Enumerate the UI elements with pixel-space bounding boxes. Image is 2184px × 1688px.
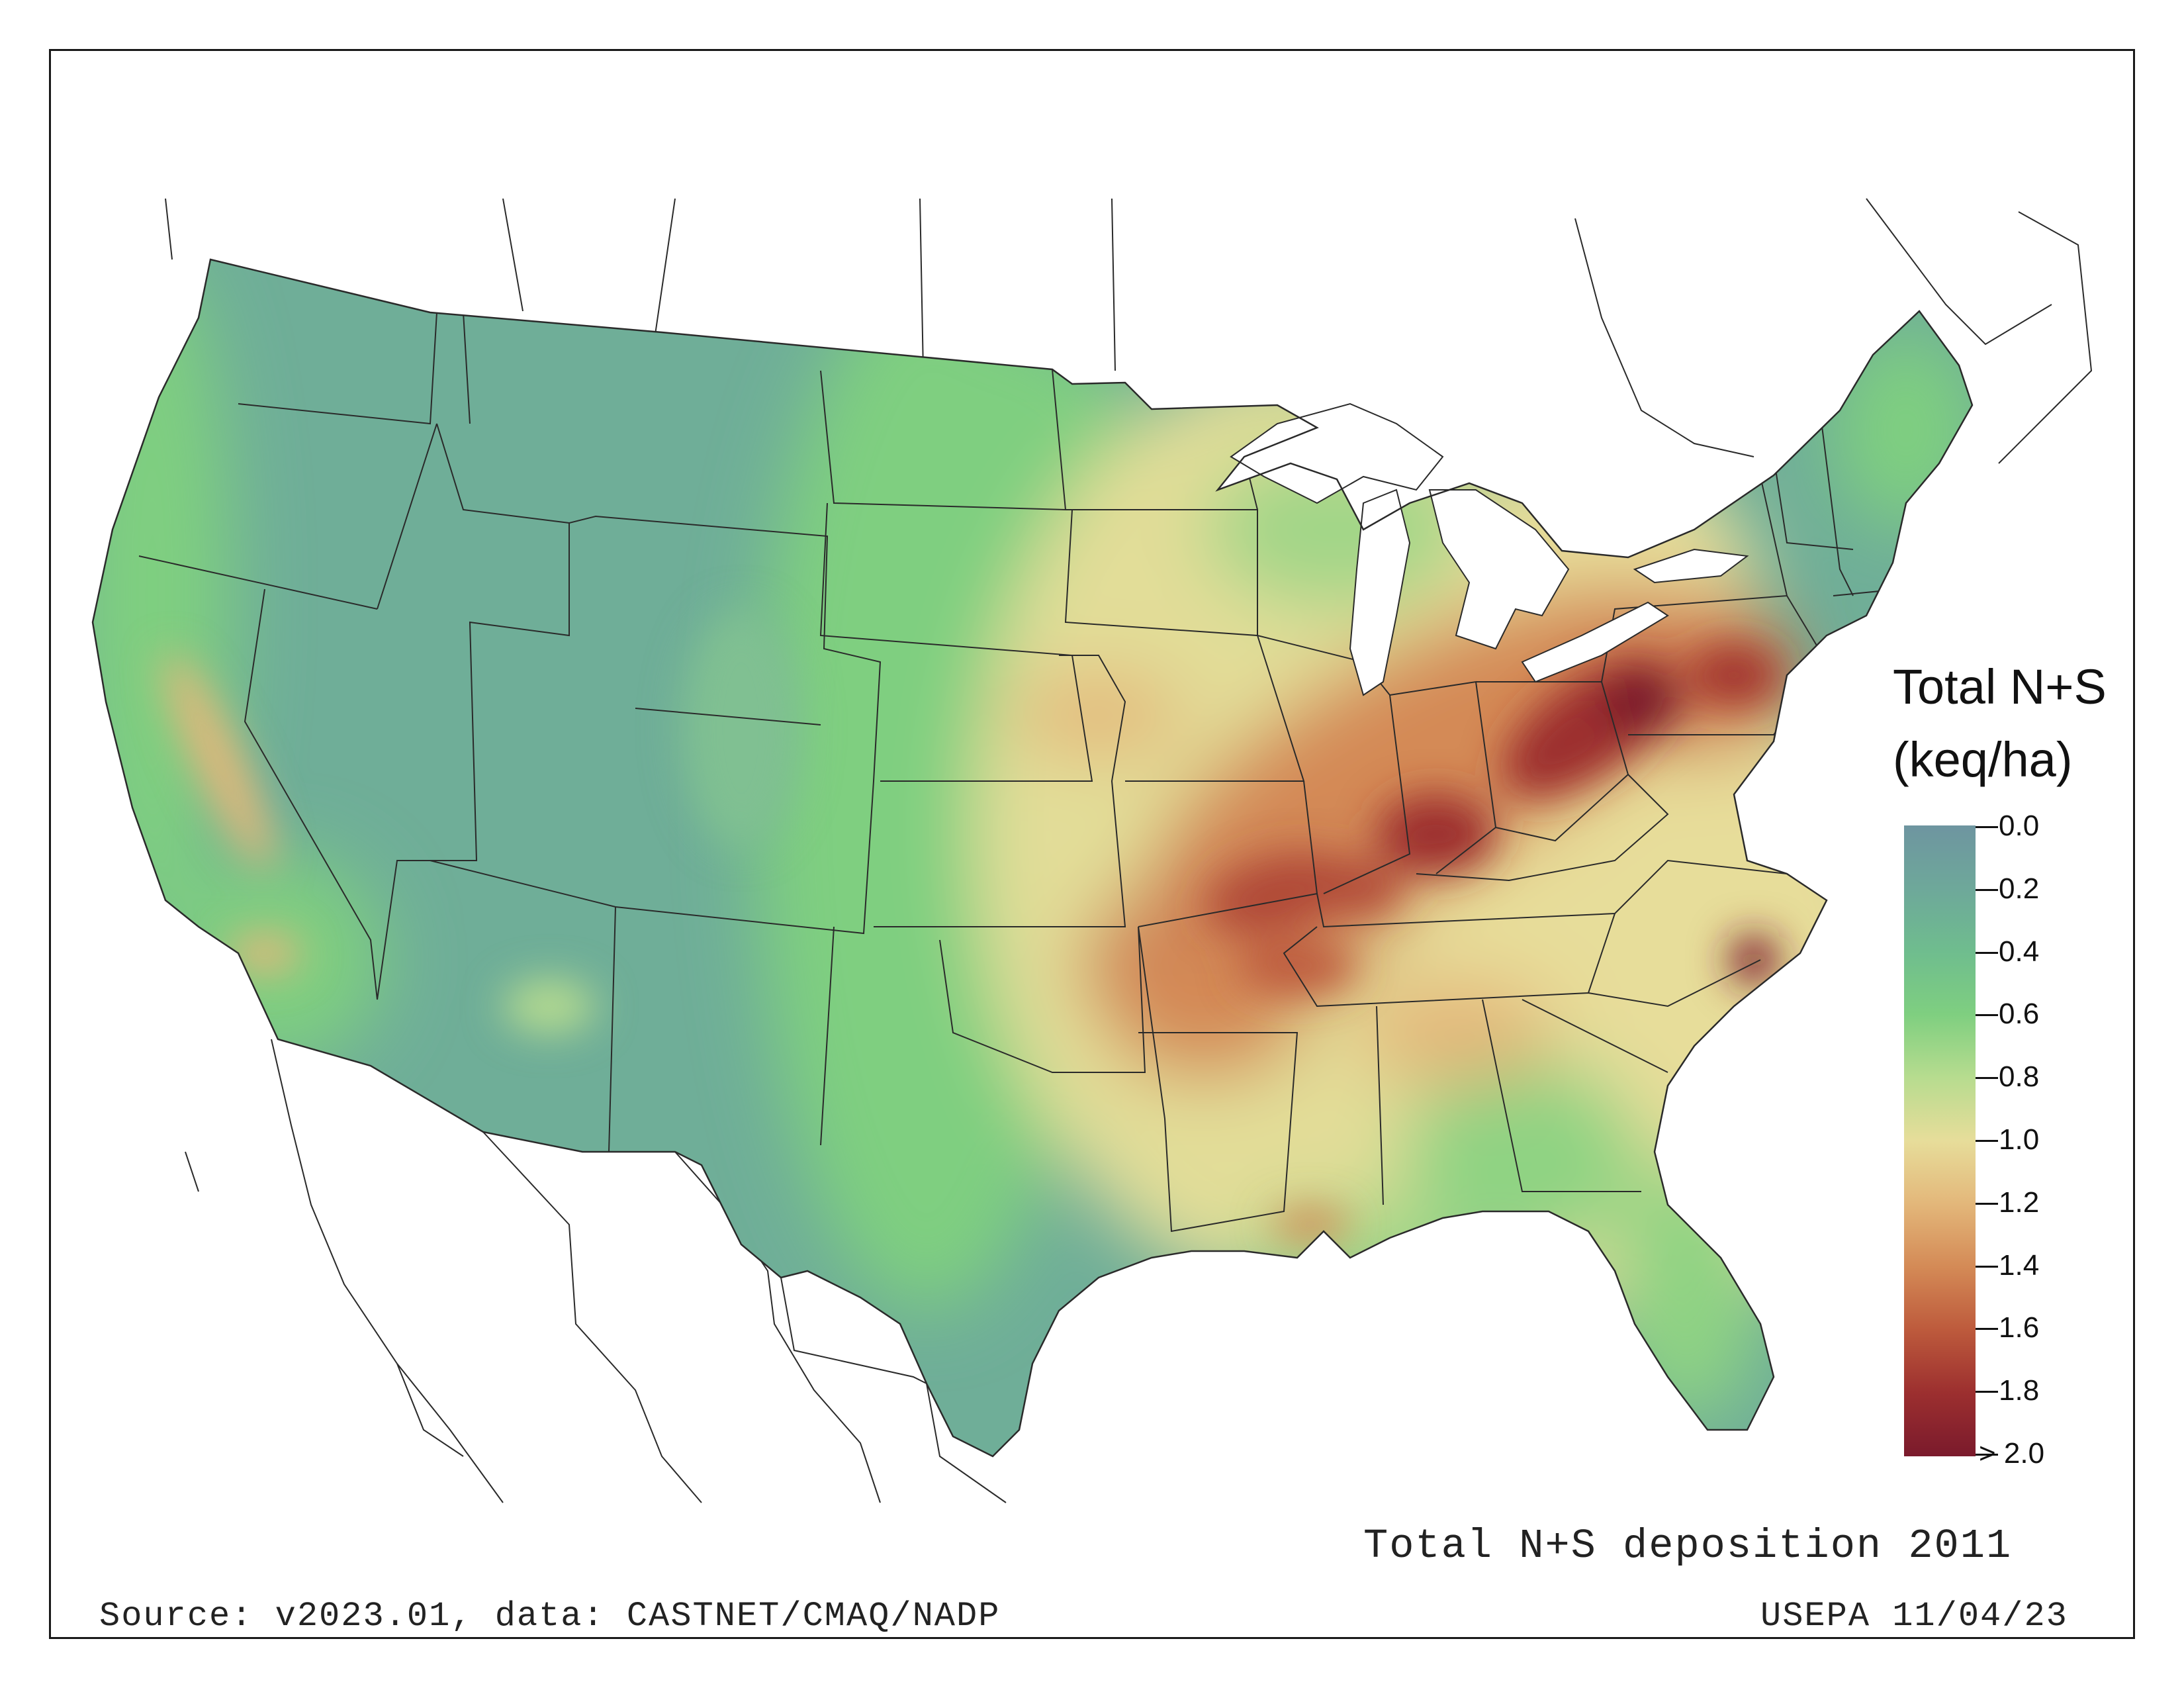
credit-note: USEPA 11/04/23 xyxy=(1760,1597,2068,1636)
great-lakes xyxy=(1230,402,1749,696)
mexico-boundary xyxy=(185,1039,1007,1503)
legend-tick xyxy=(1976,1202,1998,1205)
canada-boundary xyxy=(165,198,2093,464)
legend-title-line1: Total N+S xyxy=(1893,659,2107,714)
lake-ontario xyxy=(1633,548,1749,584)
map-frame xyxy=(49,49,2135,1639)
legend-tick xyxy=(1976,888,1998,891)
map-title: Total N+S deposition 2011 xyxy=(1363,1523,2013,1570)
legend-label: 0.2 xyxy=(1999,872,2040,905)
legend-title-line2: (keq/ha) xyxy=(1893,732,2073,787)
legend-label: 1.6 xyxy=(1999,1311,2040,1344)
legend-label: 0.0 xyxy=(1999,810,2040,842)
legend-tick xyxy=(1976,951,1998,954)
legend-colorbar xyxy=(1904,825,1976,1456)
legend-label: 1.2 xyxy=(1999,1186,2040,1219)
legend-label: 0.4 xyxy=(1999,935,2040,968)
lake-erie xyxy=(1521,601,1669,683)
legend-label: 0.6 xyxy=(1999,998,2040,1031)
deposition-field[interactable] xyxy=(66,185,2019,1509)
lake-huron xyxy=(1428,489,1570,650)
legend-tick xyxy=(1976,1328,1998,1331)
legend-tick xyxy=(1976,1391,1998,1393)
legend-label: 1.4 xyxy=(1999,1248,2040,1282)
neighbor-borders xyxy=(165,198,2093,1503)
legend-tick xyxy=(1976,1265,1998,1268)
legend-label: 1.8 xyxy=(1999,1374,2040,1407)
legend-tick xyxy=(1976,826,1998,828)
legend-label: > 2.0 xyxy=(1979,1437,2045,1470)
legend-label: 1.0 xyxy=(1999,1123,2040,1156)
lake-superior xyxy=(1230,402,1444,504)
legend-tick xyxy=(1976,1014,1998,1017)
legend-tick xyxy=(1976,1454,1998,1456)
legend-gradient xyxy=(1904,825,1976,1456)
legend-tick xyxy=(1976,1140,1998,1142)
legend-label: 0.8 xyxy=(1999,1060,2040,1094)
source-note: Source: v2023.01, data: CASTNET/CMAQ/NAD… xyxy=(99,1597,1001,1636)
legend-tick xyxy=(1976,1077,1998,1080)
state-borders xyxy=(138,312,1900,1233)
